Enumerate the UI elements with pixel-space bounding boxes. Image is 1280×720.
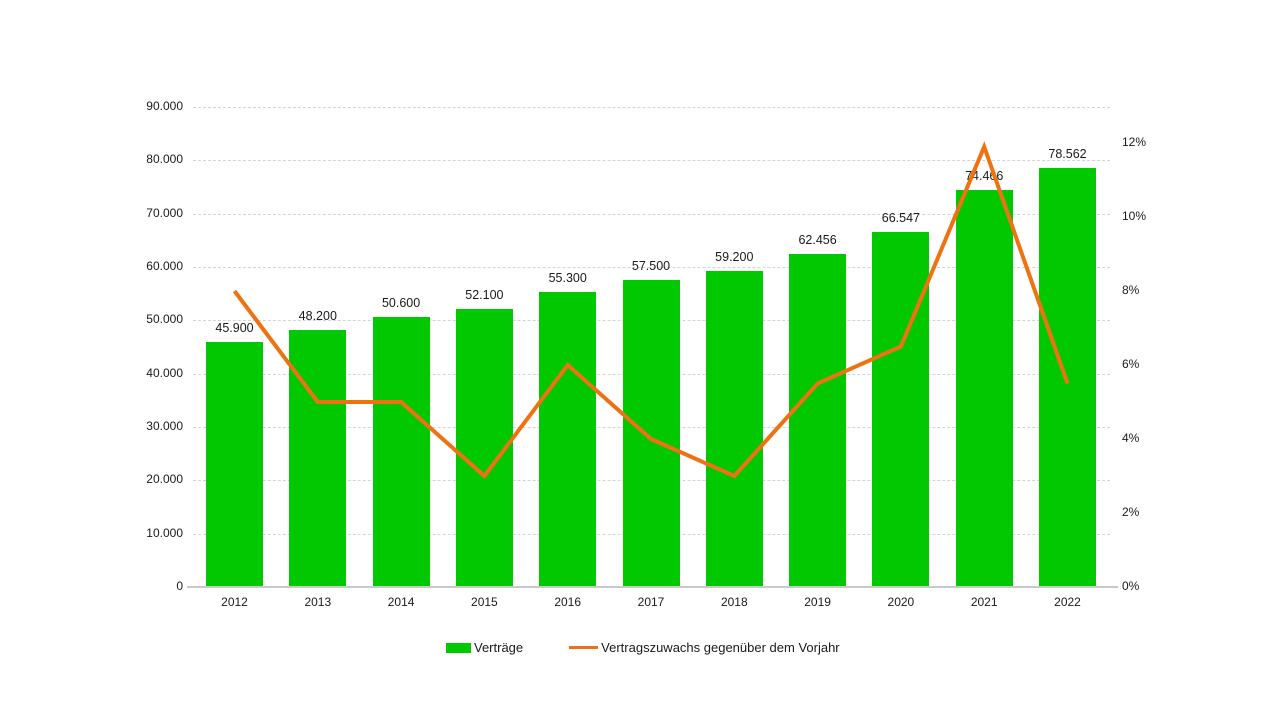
x-axis-tick-label: 2022 — [1054, 595, 1081, 609]
left-axis-tick-label: 80.000 — [146, 152, 183, 167]
bar-2013[interactable] — [289, 329, 347, 587]
legend-line-swatch-icon — [569, 646, 599, 649]
bar-2019[interactable] — [789, 253, 847, 587]
x-axis-tick-label: 2019 — [804, 595, 831, 609]
x-axis-tick-label: 2021 — [970, 595, 998, 609]
right-axis-tick-label: 8% — [1122, 283, 1140, 297]
bar-value-label: 45.900 — [215, 321, 254, 336]
x-axis-baseline — [187, 586, 1118, 588]
legend: Verträge Vertragszuwachs gegenüber dem Vo… — [446, 640, 840, 655]
bar-value-label: 78.562 — [1048, 147, 1087, 161]
x-axis-tick-label: 2020 — [887, 595, 915, 609]
x-axis-tick-label: 2012 — [221, 595, 248, 609]
right-axis-tick-label: 0% — [1122, 579, 1140, 593]
left-axis-tick-label: 20.000 — [146, 472, 183, 487]
legend-label: Verträge — [474, 640, 524, 655]
bar-value-label: 57.500 — [631, 259, 671, 274]
bar-2020[interactable] — [872, 232, 930, 587]
gridline — [193, 160, 1110, 162]
growth-line[interactable] — [232, 141, 1070, 479]
left-axis-tick-label: 0 — [176, 579, 183, 593]
bar-value-label: 66.547 — [881, 211, 920, 226]
left-axis-tick-label: 90.000 — [146, 99, 183, 113]
left-axis-tick-label: 40.000 — [146, 365, 183, 380]
gridline — [193, 213, 1110, 215]
left-axis-tick-label: 50.000 — [146, 312, 183, 327]
bar-value-label: 55.300 — [548, 271, 587, 286]
bar-value-label: 48.200 — [298, 308, 337, 323]
bar-value-label: 50.600 — [381, 296, 421, 311]
left-axis-tick-label: 30.000 — [146, 419, 183, 433]
bar-2014[interactable] — [372, 317, 430, 587]
right-axis-tick-label: 10% — [1122, 209, 1147, 223]
bar-value-label: 62.456 — [798, 232, 837, 247]
right-axis-tick-label: 2% — [1122, 505, 1140, 519]
left-axis-tick-label: 10.000 — [146, 525, 183, 540]
bar-2012[interactable] — [206, 342, 263, 587]
x-axis-tick-label: 2016 — [554, 595, 582, 609]
x-axis-tick-label: 2015 — [471, 595, 498, 609]
x-axis-tick-label: 2017 — [637, 595, 665, 609]
gridline — [193, 107, 1110, 108]
bar-2017[interactable] — [622, 280, 680, 587]
bar-value-label: 59.200 — [715, 250, 754, 265]
bar-2018[interactable] — [705, 271, 763, 587]
right-axis-tick-label: 12% — [1122, 135, 1147, 149]
plot-area: 45.900 48.200 50.600 52.100 55.300 57.500 59.2… — [193, 107, 1110, 587]
legend-item-bars[interactable]: Verträge — [446, 640, 523, 655]
x-axis-tick-label: 2014 — [387, 595, 415, 609]
right-axis-tick-label: 6% — [1122, 357, 1140, 371]
x-axis-tick-label: 2018 — [720, 595, 748, 609]
right-axis-tick-label: 4% — [1122, 431, 1140, 445]
bar-2021[interactable] — [955, 189, 1013, 587]
left-axis-tick-label: 60.000 — [146, 259, 183, 273]
legend-item-line[interactable]: Vertragszuwachs gegenüber dem Vorjahr — [569, 640, 840, 655]
legend-label: Vertragszuwachs gegenüber dem Vorjahr — [601, 640, 840, 655]
bar-2016[interactable] — [539, 292, 597, 587]
legend-bar-swatch-icon — [446, 642, 471, 653]
growth-line-chart — [232, 141, 1070, 479]
x-axis-tick-label: 2013 — [304, 595, 332, 609]
left-axis-tick-label: 70.000 — [146, 205, 183, 220]
gridline — [193, 267, 1110, 268]
bar-value-label: 52.100 — [465, 288, 504, 303]
